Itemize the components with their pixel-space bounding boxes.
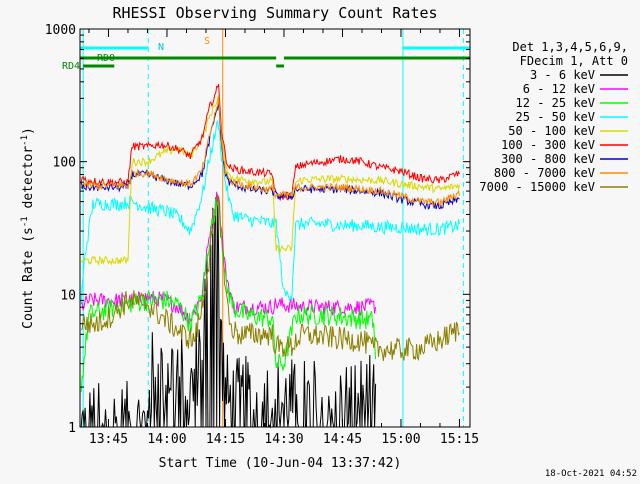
- flag-label-night: N: [158, 42, 164, 53]
- legend-label: 800 - 7000 keV: [494, 166, 595, 180]
- y-tick-label: 10: [60, 288, 76, 303]
- flag-label-rd4: RD4: [62, 61, 80, 72]
- legend-label: 6 - 12 keV: [523, 82, 595, 96]
- x-tick-label: 14:00: [147, 432, 186, 447]
- y-axis-label-part1: Count Rate (s: [21, 227, 36, 329]
- x-axis-label: Start Time (10-Jun-04 13:37:42): [159, 456, 402, 471]
- flag-label-rd0: RD0: [97, 53, 115, 64]
- series-8: [80, 193, 460, 362]
- flag-label-saa: S: [204, 36, 210, 47]
- legend-label: 7000 - 15000 keV: [479, 180, 595, 194]
- legend-label: 25 - 50 keV: [516, 110, 595, 124]
- x-tick-label: 14:15: [206, 432, 245, 447]
- legend-label: 50 - 100 keV: [508, 124, 595, 138]
- chart-title: RHESSI Observing Summary Count Rates: [112, 4, 437, 22]
- y-axis-label-part2: detector: [21, 146, 36, 217]
- legend-label: 3 - 6 keV: [530, 68, 595, 82]
- series-7: [80, 95, 460, 208]
- legend-label: 300 - 800 keV: [501, 152, 595, 166]
- y-tick-label: 100: [53, 156, 76, 171]
- series-5: [80, 83, 460, 201]
- legend-header-line1: Det 1,3,4,5,6,9,: [512, 40, 628, 54]
- series-1: [80, 191, 377, 327]
- series-4: [80, 96, 460, 267]
- series-line: [80, 193, 460, 362]
- generation-timestamp: 18-Oct-2021 04:52: [545, 469, 637, 479]
- y-axis-label-part3: ): [21, 127, 36, 135]
- x-tick-label: 13:45: [89, 432, 128, 447]
- series-line: [80, 95, 460, 208]
- y-axis-label-sup1: -1: [20, 216, 30, 227]
- legend-label: 12 - 25 keV: [516, 96, 595, 110]
- series-line: [80, 120, 460, 304]
- x-tick-label: 14:30: [264, 432, 303, 447]
- y-axis-label: Count Rate (s-1 detector-1): [20, 127, 36, 329]
- x-tick-label: 14:45: [323, 432, 362, 447]
- legend-header-line2: FDecim 1, Att 0: [520, 54, 628, 68]
- series-line: [80, 191, 377, 327]
- series-3: [80, 120, 460, 304]
- series-line: [80, 96, 460, 267]
- legend: Det 1,3,4,5,6,9, FDecim 1, Att 0 3 - 6 k…: [479, 40, 628, 194]
- plot-frame: [79, 28, 471, 428]
- y-tick-label: 1: [68, 421, 76, 436]
- series-line: [80, 83, 460, 201]
- y-tick-label: 1000: [45, 23, 76, 38]
- x-tick-label: 15:15: [440, 432, 479, 447]
- x-tick-label: 15:00: [381, 432, 420, 447]
- legend-label: 100 - 300 keV: [501, 138, 595, 152]
- y-axis-label-sup2: -1: [20, 135, 30, 146]
